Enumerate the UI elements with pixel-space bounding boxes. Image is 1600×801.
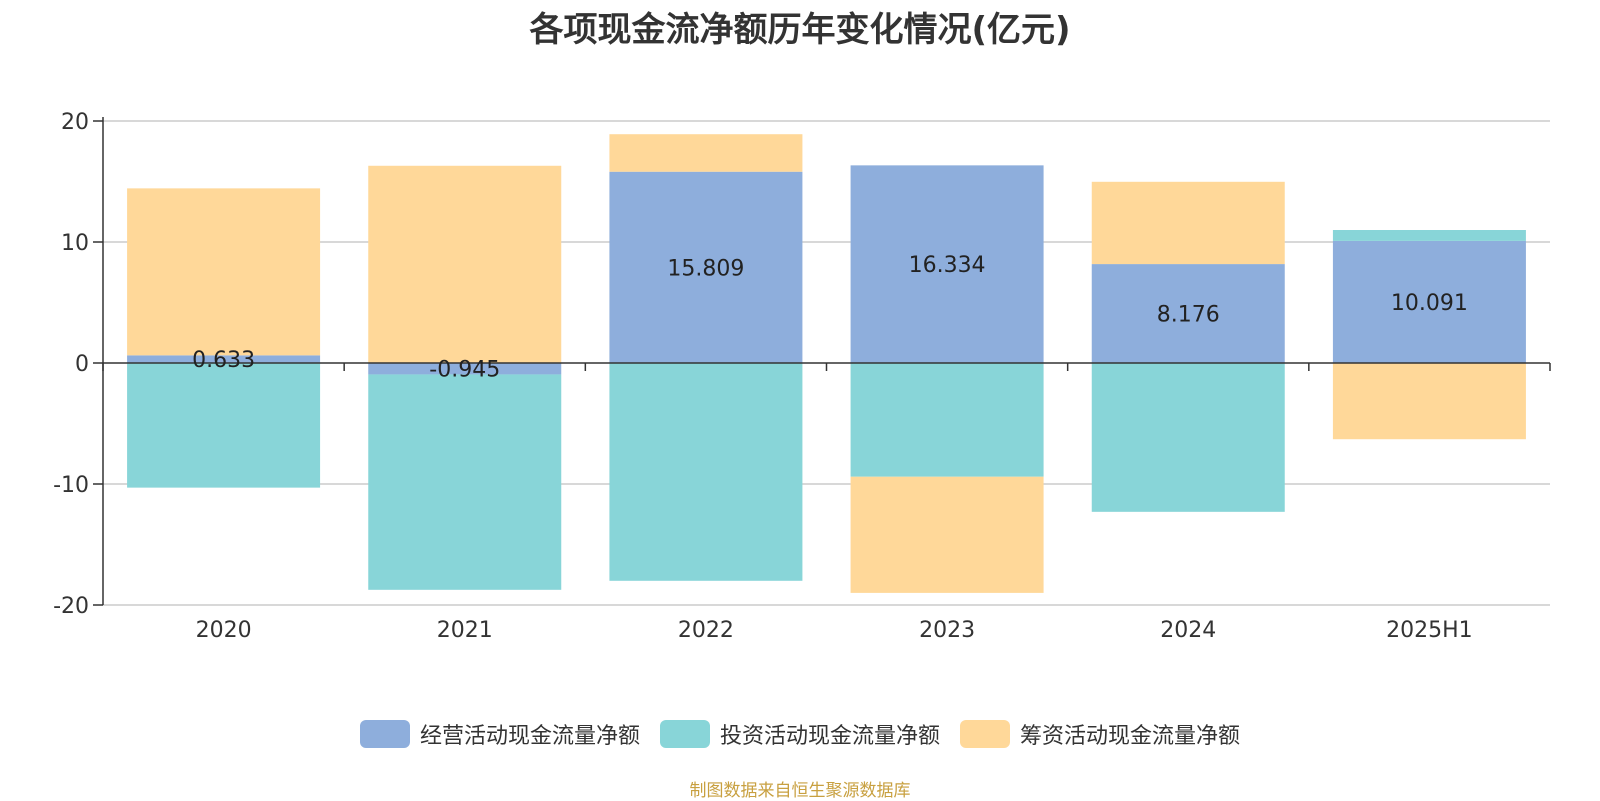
bar-segment [127, 355, 321, 363]
bar-segment [1332, 240, 1526, 363]
bar-segment [1332, 363, 1526, 440]
legend-label-operating: 经营活动现金流量净额 [419, 724, 640, 749]
bar-segment [609, 134, 803, 172]
legend: 经营活动现金流量净额 投资活动现金流量净额 筹资活动现金流量净额 [0, 718, 1600, 750]
data-label: 10.091 [1391, 291, 1468, 316]
legend-item-operating[interactable]: 经营活动现金流量净额 [359, 718, 640, 750]
bar-segment [368, 374, 562, 590]
bar-segment [850, 363, 1044, 477]
chart-title: 各项现金流净额历年变化情况(亿元) [529, 10, 1071, 50]
data-label: 15.809 [667, 256, 744, 281]
bar-segment [1091, 363, 1285, 512]
data-label: 8.176 [1157, 303, 1220, 328]
legend-swatch-operating [359, 720, 410, 748]
bar-segment [609, 363, 803, 581]
legend-label-financing: 筹资活动现金流量净额 [1020, 724, 1241, 749]
data-label: 16.334 [909, 253, 986, 278]
bar-segment [368, 165, 562, 363]
x-tick-label: 2020 [196, 618, 252, 643]
bar-segment [1091, 264, 1285, 363]
y-tick-label: 0 [75, 352, 89, 377]
source-note: 制图数据来自恒生聚源数据库 [689, 781, 911, 801]
legend-item-investing[interactable]: 投资活动现金流量净额 [659, 718, 940, 750]
data-label: -0.945 [429, 358, 500, 383]
bar-segment [1332, 230, 1526, 241]
legend-label-investing: 投资活动现金流量净额 [719, 724, 940, 749]
x-tick-label: 2025H1 [1386, 618, 1473, 643]
x-tick-label: 2023 [919, 618, 975, 643]
y-tick-label: -10 [53, 473, 89, 498]
legend-item-financing[interactable]: 筹资活动现金流量净额 [960, 718, 1240, 750]
x-tick-label: 2021 [437, 618, 493, 643]
data-label: 0.633 [192, 348, 255, 373]
bar-segment [127, 363, 321, 488]
bar-segment [1091, 181, 1285, 265]
y-tick-label: -20 [53, 594, 89, 619]
y-tick-label: 10 [61, 231, 89, 256]
x-tick-label: 2024 [1160, 618, 1216, 643]
legend-swatch-financing [960, 720, 1010, 748]
y-tick-label: 20 [61, 110, 89, 135]
bar-segment [850, 165, 1044, 363]
x-tick-label: 2022 [678, 618, 734, 643]
bar-segment [127, 188, 321, 356]
stacked-bar-chart: 20 10 0 -10 -20 2020 2021 2022 2023 2024 2025H1 0.6… [53, 110, 1551, 643]
bar-segment [850, 476, 1044, 593]
legend-swatch-investing [659, 720, 710, 748]
bar-segment [609, 171, 803, 363]
bar-segment [368, 363, 562, 375]
